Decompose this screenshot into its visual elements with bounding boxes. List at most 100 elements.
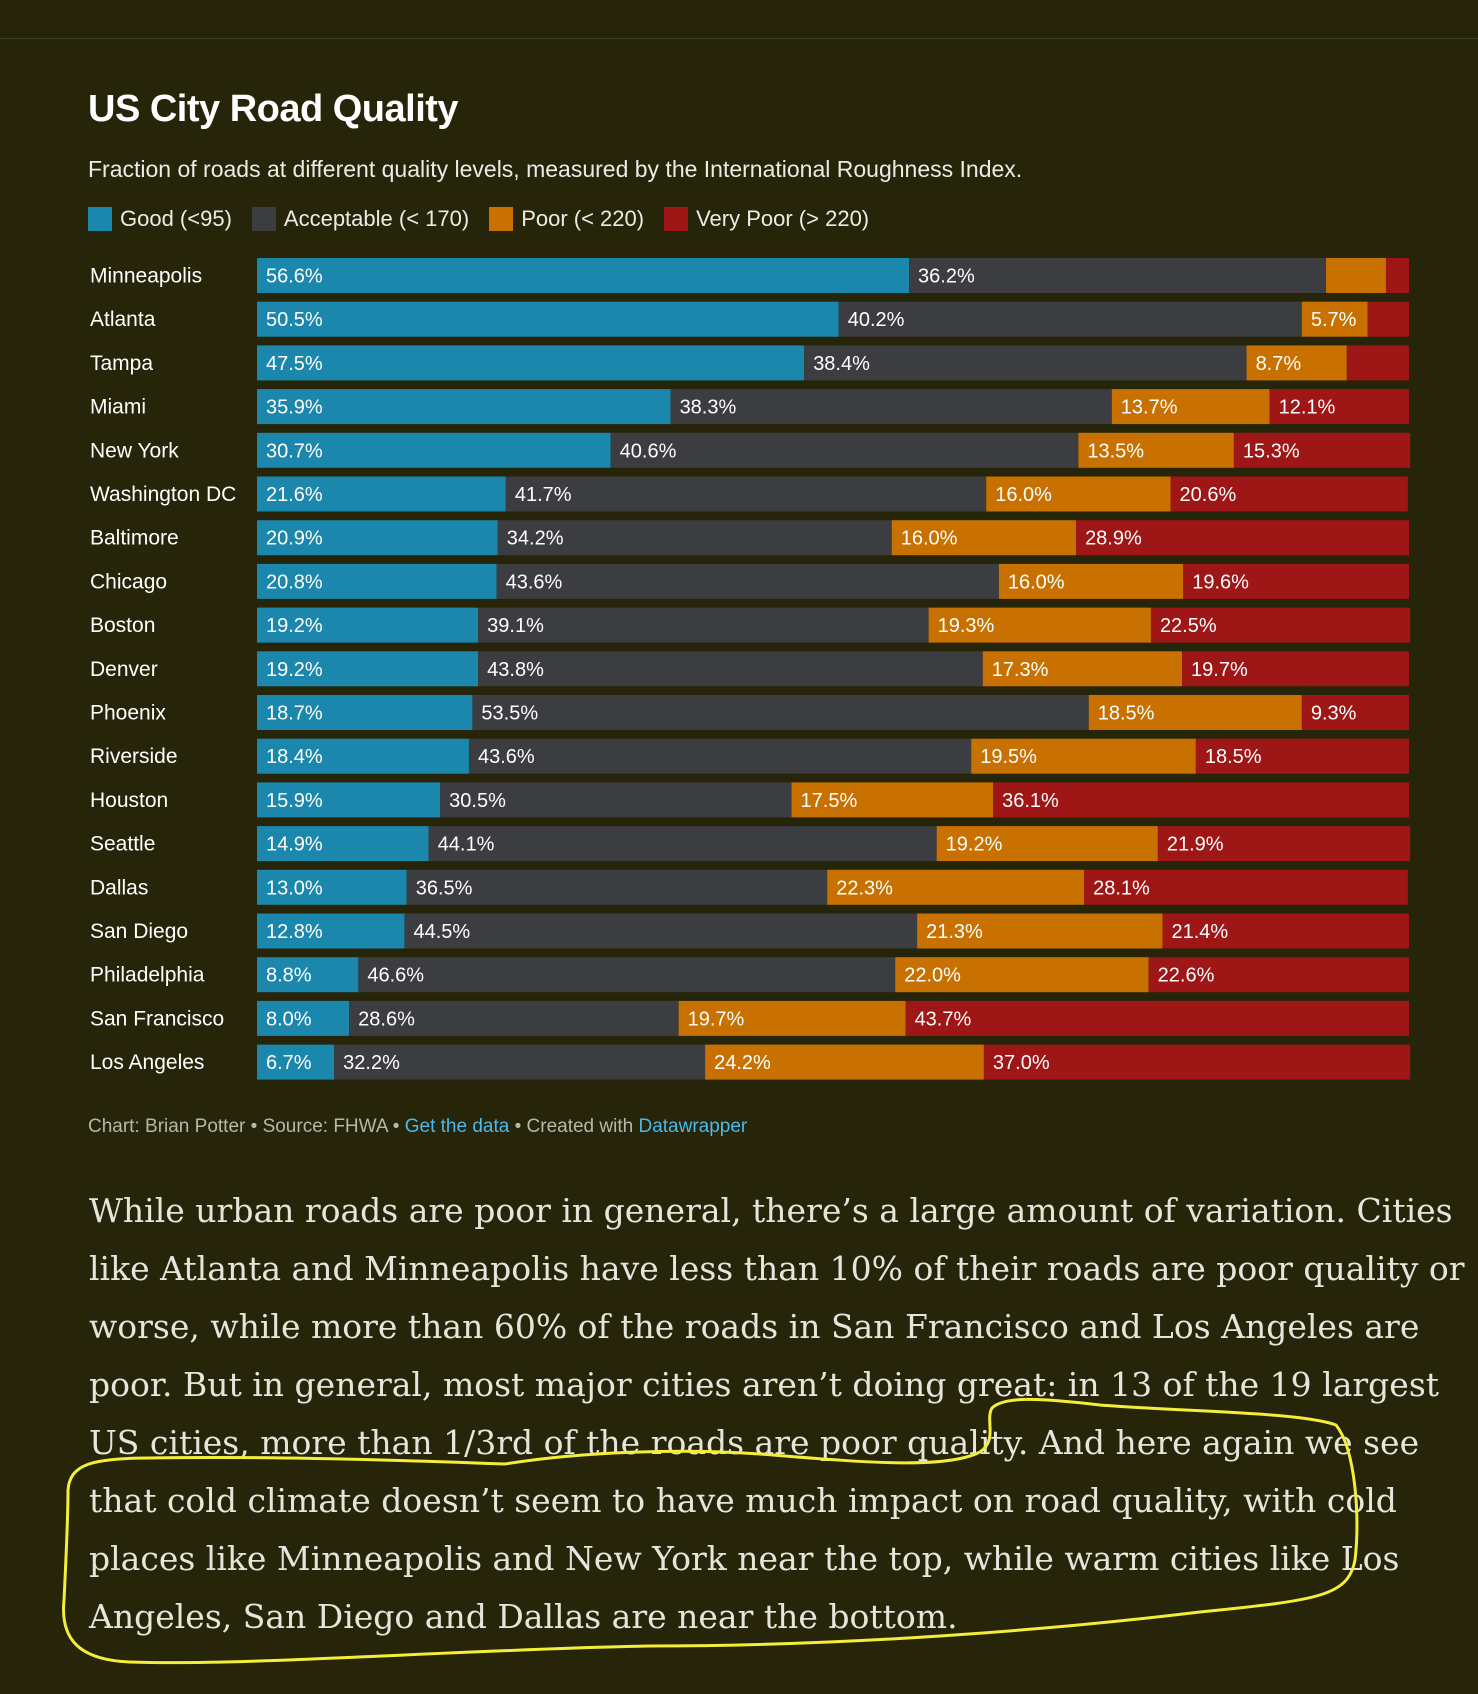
data-label-san-diego-acceptable-170: 44.5% [413,921,470,943]
bar-segment-houston-acceptable-170 [440,782,792,818]
bar-segment-san-francisco-poor-220 [678,1000,906,1036]
data-label-philadelphia-very-poor-220: 22.6% [1158,965,1215,987]
data-label-miami-poor-220: 13.7% [1121,397,1178,419]
data-label-washington-dc-good-95: 21.6% [266,484,323,506]
get-the-data-link[interactable]: Get the data [404,1116,510,1137]
bar-segment-san-diego-acceptable-170 [404,913,918,949]
bar-segment-phoenix-good-95 [257,695,473,730]
data-label-houston-acceptable-170: 30.5% [449,790,506,812]
bar-segment-chicago-acceptable-170 [496,563,999,599]
data-label-washington-dc-very-poor-220: 20.6% [1180,484,1237,506]
data-label-atlanta-acceptable-170: 40.2% [848,309,905,331]
legend-item-very-poor: Very Poor (> 220) [664,206,869,232]
bar-segment-dallas-very-poor-220 [1084,869,1408,905]
bar-segment-houston-very-poor-220 [993,782,1409,818]
bar-segment-boston-poor-220 [928,607,1151,643]
legend-swatch-poor [489,207,514,231]
legend-swatch-very-poor [664,207,689,231]
bar-segment-dallas-poor-220 [827,869,1085,905]
bar-segment-san-diego-poor-220 [917,913,1163,949]
data-label-chicago-poor-220: 16.0% [1008,571,1065,593]
data-label-dallas-very-poor-220: 28.1% [1093,877,1150,899]
bar-segment-tampa-very-poor-220 [1346,345,1409,381]
data-label-baltimore-acceptable-170: 34.2% [507,528,564,550]
data-label-phoenix-poor-220: 18.5% [1098,703,1155,725]
data-label-new-york-acceptable-170: 40.6% [620,440,677,462]
data-label-riverside-very-poor-220: 18.5% [1205,746,1262,768]
data-label-phoenix-good-95: 18.7% [266,703,323,725]
data-label-tampa-poor-220: 8.7% [1256,353,1302,375]
bar-segment-los-angeles-good-95 [257,1044,335,1080]
data-label-los-angeles-acceptable-170: 32.2% [343,1052,400,1074]
data-label-dallas-acceptable-170: 36.5% [416,877,473,899]
data-label-boston-good-95: 19.2% [266,615,323,637]
article-line: Angeles, San Diego and Dallas are near t… [89,1597,958,1636]
bar-segment-riverside-poor-220 [971,738,1196,774]
legend-label-acceptable: Acceptable (< 170) [283,206,470,231]
chart-credits: Chart: Brian Potter • Source: FHWA • Get… [88,1116,747,1138]
data-label-miami-acceptable-170: 38.3% [680,397,737,419]
legend-item-acceptable: Acceptable (< 170) [251,206,470,232]
credit-source: Source: FHWA [262,1116,388,1137]
article-line: that cold climate doesn’t seem to have m… [89,1481,1397,1520]
data-label-san-diego-good-95: 12.8% [266,921,323,943]
data-label-miami-very-poor-220: 12.1% [1279,397,1336,419]
credit-separator: • [245,1116,263,1137]
category-label-miami: Miami [90,396,146,419]
data-label-seattle-good-95: 14.9% [266,834,323,856]
data-label-denver-good-95: 19.2% [266,659,323,681]
bar-segment-new-york-poor-220 [1078,432,1234,468]
bar-segment-phoenix-poor-220 [1088,695,1302,730]
bar-segment-atlanta-good-95 [257,301,839,337]
data-label-philadelphia-poor-220: 22.0% [904,965,961,987]
data-label-houston-very-poor-220: 36.1% [1002,790,1059,812]
legend-label-good: Good (<95) [120,206,232,231]
legend-label-poor: Poor (< 220) [521,206,645,231]
bar-segment-washington-dc-poor-220 [986,476,1171,512]
credit-separator: • [387,1116,405,1137]
data-label-san-francisco-very-poor-220: 43.7% [915,1008,972,1030]
chart-legend: Good (<95) Acceptable (< 170) Poor (< 22… [88,206,889,232]
bar-segment-tampa-acceptable-170 [804,345,1247,381]
bar-segment-atlanta-very-poor-220 [1367,301,1409,337]
data-label-seattle-very-poor-220: 21.9% [1167,834,1224,856]
bar-segment-minneapolis-good-95 [257,258,910,293]
article-line: US cities, more than 1/3rd of the roads … [89,1423,1420,1462]
credit-created-with: Created with [526,1116,639,1137]
data-label-dallas-good-95: 13.0% [266,877,323,899]
data-label-seattle-poor-220: 19.2% [946,834,1003,856]
data-label-houston-poor-220: 17.5% [801,790,858,812]
datawrapper-link[interactable]: Datawrapper [638,1116,748,1137]
bar-segment-chicago-very-poor-220 [1183,563,1409,599]
bar-segment-washington-dc-acceptable-170 [505,476,987,512]
data-label-baltimore-good-95: 20.9% [266,528,323,550]
category-label-minneapolis: Minneapolis [90,265,202,288]
legend-label-very-poor: Very Poor (> 220) [696,206,870,231]
bar-segment-seattle-poor-220 [936,826,1158,862]
category-label-dallas: Dallas [90,876,148,899]
article-line: poor. But in general, most major cities … [89,1365,1440,1404]
data-label-new-york-very-poor-220: 15.3% [1243,440,1300,462]
credit-author: Chart: Brian Potter [88,1116,246,1137]
bar-segment-tampa-poor-220 [1246,345,1347,381]
legend-item-poor: Poor (< 220) [489,206,644,232]
data-label-san-francisco-poor-220: 19.7% [688,1008,745,1030]
bar-segment-houston-poor-220 [791,782,994,818]
category-label-houston: Houston [90,789,168,812]
bar-segment-boston-very-poor-220 [1150,607,1411,643]
data-label-chicago-good-95: 20.8% [266,571,323,593]
bar-segment-minneapolis-poor-220 [1326,258,1386,293]
data-label-los-angeles-poor-220: 24.2% [714,1052,771,1074]
category-label-chicago: Chicago [90,570,167,593]
bar-segment-baltimore-very-poor-220 [1076,520,1409,556]
data-label-chicago-very-poor-220: 19.6% [1192,571,1249,593]
bar-segment-boston-good-95 [257,607,479,643]
bar-segment-minneapolis-very-poor-220 [1385,258,1409,293]
bar-segment-philadelphia-good-95 [257,957,359,993]
data-label-san-diego-very-poor-220: 21.4% [1171,921,1228,943]
legend-item-good: Good (<95) [88,206,232,232]
bar-segment-los-angeles-acceptable-170 [334,1044,706,1080]
category-label-seattle: Seattle [90,833,155,856]
data-label-phoenix-acceptable-170: 53.5% [481,703,538,725]
bar-segment-minneapolis-acceptable-170 [909,258,1327,293]
